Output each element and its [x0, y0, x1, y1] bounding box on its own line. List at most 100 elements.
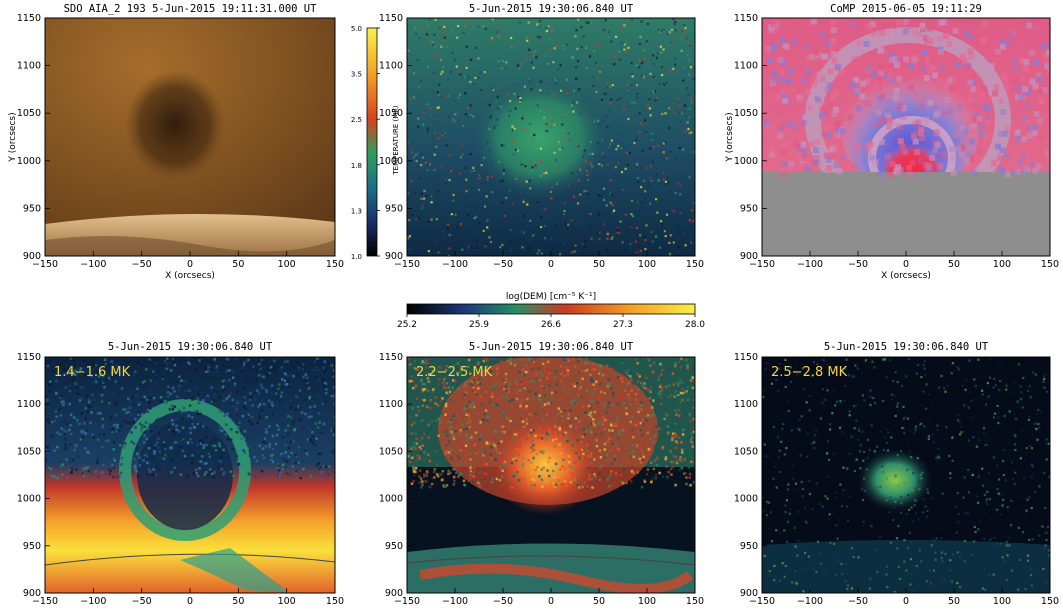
colorbar-gradient [366, 27, 378, 257]
y-tick-label: 900 [740, 251, 758, 262]
y-tick-label: 1100 [379, 61, 403, 72]
y-tick-label: 1100 [17, 399, 41, 410]
y-tick-label: 950 [23, 541, 41, 552]
panel-title: SDO AIA_2 193 5-Jun-2015 19:11:31.000 UT [64, 3, 318, 15]
x-tick-label: −100 [80, 259, 106, 270]
x-tick-label: 0 [548, 596, 554, 607]
y-tick-label: 1150 [379, 352, 403, 363]
y-tick-label: 1150 [379, 13, 403, 24]
axes-dem2: −150 −100 −50 0 50 100 150 900 950 1000 1050 1100 11… [379, 352, 704, 607]
x-tick-label: 0 [903, 596, 909, 607]
x-tick-label: 100 [638, 596, 656, 607]
y-tick-label: 1100 [734, 61, 758, 72]
axes-layer: −150 −100 −50 0 50 100 15090095010001050110011… [8, 13, 1059, 607]
speckle-texture [407, 357, 695, 489]
panel-temperature: 5-Jun-2015 19:30:06.840 UT [406, 3, 696, 257]
x-tick-label: −50 [132, 596, 152, 607]
y-tick-label: 900 [23, 588, 41, 599]
x-axis-label: X (orcsecs) [881, 271, 931, 281]
x-tick-label: 150 [1041, 596, 1059, 607]
y-tick-label: 1150 [17, 352, 41, 363]
y-tick-label: 1050 [734, 108, 758, 119]
axes-temperature: −150 −100 −50 0 50 100 150 900 950 1000 1050 1100 11… [379, 13, 704, 270]
colorbar-tick-label: 27.3 [613, 320, 633, 330]
panel-dem2: 5-Jun-2015 19:30:06.840 UT 2.2−2.5 MK [406, 341, 696, 594]
image-dem2 [407, 357, 695, 593]
y-tick-label: 1050 [17, 446, 41, 457]
panel-title: 5-Jun-2015 19:30:06.840 UT [469, 341, 634, 353]
colorbar-tick-label: 25.2 [397, 320, 417, 330]
panel-title: 5-Jun-2015 19:30:06.840 UT [108, 341, 273, 353]
x-tick-label: 50 [593, 259, 605, 270]
colorbar-tick-label: 25.9 [469, 320, 489, 330]
x-tick-label: 50 [948, 259, 960, 270]
colorbar-label: TEMPERATURE (MK) [392, 105, 400, 175]
image-dem3 [762, 357, 1050, 593]
colorbar-tick-label: 2.5 [351, 116, 362, 124]
panel-title: CoMP 2015-06-05 19:11:29 [830, 3, 982, 15]
x-tick-label: 50 [593, 596, 605, 607]
image-aia193 [45, 18, 335, 256]
speckle-texture [45, 357, 335, 480]
temperature-colorbar: TEMPERATURE (MK) 5.0 3.5 2.5 1.8 1.3 1.0 [351, 25, 400, 261]
y-tick-label: 950 [740, 541, 758, 552]
colorbar-tick-label: 26.6 [541, 320, 561, 330]
y-tick-label: 1100 [17, 61, 41, 72]
y-tick-label: 1150 [734, 352, 758, 363]
y-tick-label: 1150 [17, 13, 41, 24]
x-tick-label: 0 [903, 259, 909, 270]
colorbar-tick-label: 5.0 [351, 25, 362, 33]
panel-comp: CoMP 2015-06-05 19:11:29 [761, 3, 1051, 257]
y-tick-label: 900 [385, 251, 403, 262]
x-axis-label: X (orcsecs) [165, 271, 215, 281]
image-comp [762, 18, 1050, 256]
x-tick-label: −150 [749, 596, 775, 607]
y-tick-label: 900 [740, 588, 758, 599]
x-tick-label: 0 [187, 259, 193, 270]
y-tick-label: 1100 [379, 399, 403, 410]
colorbar-gradient [406, 303, 696, 315]
axes-aia193: −150 −100 −50 0 50 100 150 900 950 1000 1050 1100 11… [8, 13, 344, 281]
x-tick-label: 100 [278, 259, 296, 270]
y-tick-label: 1000 [734, 156, 758, 167]
x-tick-label: −150 [32, 596, 58, 607]
speckle-texture [762, 18, 1050, 178]
y-tick-label: 900 [23, 251, 41, 262]
x-tick-label: −50 [848, 259, 868, 270]
x-tick-label: −150 [394, 259, 420, 270]
x-tick-label: −50 [493, 596, 513, 607]
x-tick-label: −150 [749, 259, 775, 270]
colorbar-label: log(DEM) [cm⁻⁵ K⁻¹] [506, 292, 596, 302]
y-tick-label: 1000 [17, 156, 41, 167]
y-tick-label: 1050 [379, 108, 403, 119]
x-tick-label: 100 [993, 259, 1011, 270]
x-tick-label: 0 [187, 596, 193, 607]
x-tick-label: 100 [993, 596, 1011, 607]
x-tick-label: 50 [232, 259, 244, 270]
x-tick-label: 150 [686, 259, 704, 270]
x-tick-label: −150 [32, 259, 58, 270]
x-tick-label: −50 [132, 259, 152, 270]
x-tick-label: 0 [548, 259, 554, 270]
axes-dem1: −150 −100 −50 0 50 100 150 900 950 1000 1050 1100 11… [17, 352, 344, 607]
y-tick-label: 1000 [17, 494, 41, 505]
y-tick-label: 1000 [379, 494, 403, 505]
colorbar-tick-label: 1.3 [351, 207, 362, 215]
x-tick-label: 150 [326, 596, 344, 607]
colorbar-tick-label: 3.5 [351, 71, 362, 79]
x-tick-label: −150 [394, 596, 420, 607]
y-tick-label: 1150 [734, 13, 758, 24]
y-tick-label: 1050 [17, 108, 41, 119]
temperature-band-label: 2.2−2.5 MK [416, 365, 493, 380]
axes-comp: −150 −100 −50 0 50 100 150 900 950 1000 1050 1100 11… [725, 13, 1059, 281]
panel-title: 5-Jun-2015 19:30:06.840 UT [824, 341, 989, 353]
y-tick-label: 950 [23, 203, 41, 214]
speckle-texture [762, 358, 1050, 593]
x-tick-label: −100 [442, 596, 468, 607]
y-tick-label: 950 [385, 541, 403, 552]
x-tick-label: −100 [797, 596, 823, 607]
x-tick-label: 150 [686, 596, 704, 607]
x-tick-label: −100 [797, 259, 823, 270]
x-tick-label: 50 [948, 596, 960, 607]
y-tick-label: 1050 [379, 446, 403, 457]
